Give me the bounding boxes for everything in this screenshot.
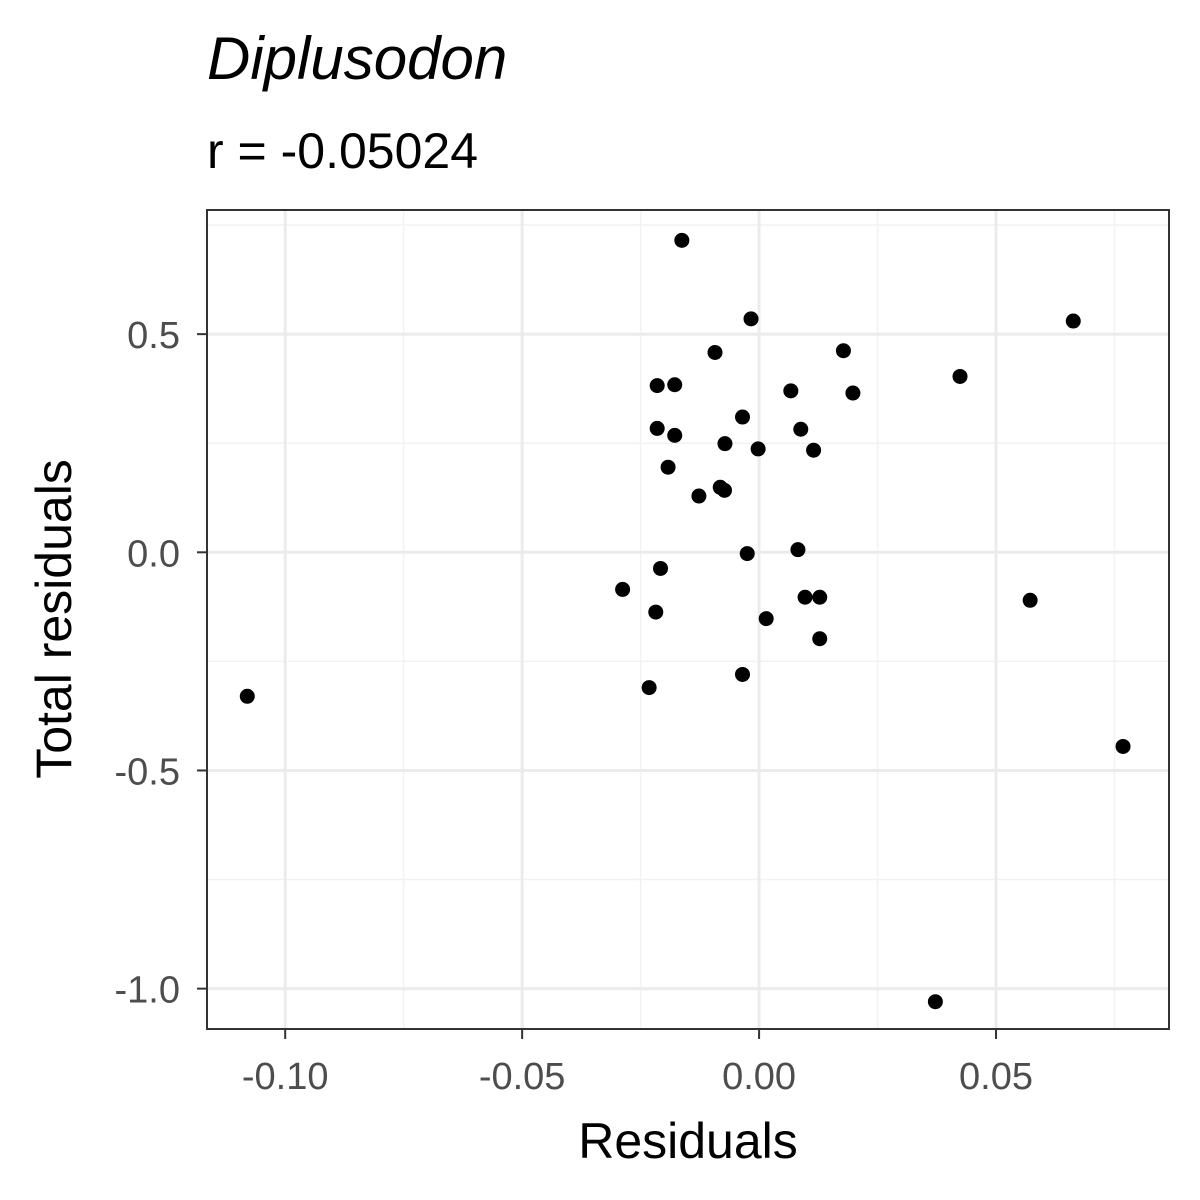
data-point (649, 420, 665, 436)
data-point (667, 427, 683, 443)
data-point (806, 442, 822, 458)
data-point (707, 344, 723, 360)
chart-subtitle: r = -0.05024 (207, 123, 478, 179)
data-point (793, 421, 809, 437)
x-tick-label: 0.00 (722, 1056, 796, 1098)
data-point (1022, 592, 1038, 608)
data-point (812, 631, 828, 647)
x-tick-label: -0.05 (479, 1056, 566, 1098)
data-point (758, 611, 774, 627)
data-point (750, 441, 766, 457)
data-point (641, 680, 657, 696)
data-point (717, 436, 733, 452)
data-point (674, 232, 690, 248)
data-point (790, 542, 806, 558)
data-point (660, 459, 676, 475)
data-point (1065, 313, 1081, 329)
data-point (239, 688, 255, 704)
data-point (739, 546, 755, 562)
y-tick-label: -0.5 (115, 751, 180, 793)
x-axis: -0.10 -0.05 0.00 0.05 (242, 1029, 1033, 1098)
x-tick-label: 0.05 (959, 1056, 1033, 1098)
x-axis-title: Residuals (578, 1113, 798, 1169)
data-points (239, 232, 1131, 1010)
panel-border (206, 209, 1170, 1030)
data-point (648, 604, 664, 620)
data-point (653, 560, 669, 576)
data-point (667, 377, 683, 393)
y-axis-title: Total residuals (26, 459, 82, 779)
chart-title: Diplusodon (207, 25, 507, 92)
data-point (812, 589, 828, 605)
x-tick-label: -0.10 (242, 1056, 329, 1098)
data-point (743, 311, 759, 327)
y-tick-label: 0.5 (127, 315, 180, 357)
data-point (691, 488, 707, 504)
data-point (649, 378, 665, 394)
data-point (615, 581, 631, 597)
data-point (835, 343, 851, 359)
data-point (734, 666, 750, 682)
y-axis: -1.0 -0.5 0.0 0.5 (115, 315, 207, 1012)
data-point (927, 994, 943, 1010)
data-point (797, 589, 813, 605)
data-point (845, 385, 861, 401)
y-tick-label: 0.0 (127, 533, 180, 575)
data-point (716, 482, 732, 498)
plot-panel (206, 209, 1170, 1030)
data-point (952, 368, 968, 384)
y-tick-label: -1.0 (115, 970, 180, 1012)
data-point (734, 409, 750, 425)
data-point (1115, 738, 1131, 754)
data-point (783, 383, 799, 399)
